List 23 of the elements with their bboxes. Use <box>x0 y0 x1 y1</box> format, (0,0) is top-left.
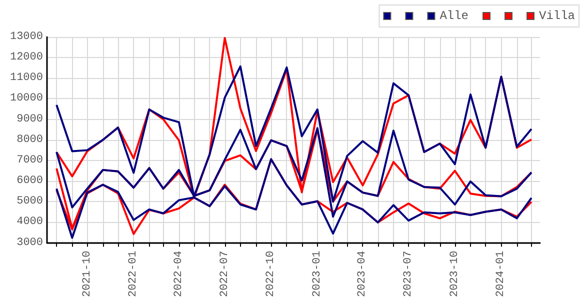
y-tick-label: 8000 <box>16 134 43 146</box>
y-tick-label: 6000 <box>16 175 43 188</box>
x-tick-label: 2022-01 <box>128 250 140 298</box>
y-tick-label: 11000 <box>10 72 43 84</box>
x-tick-label: 2022-07 <box>218 250 231 298</box>
y-tick-label: 7000 <box>16 154 43 166</box>
y-tick-label: 3000 <box>16 236 43 249</box>
x-tick-label: 2023-10 <box>448 250 461 298</box>
x-tick-label: 2024-01 <box>495 250 508 298</box>
y-tick-label: 12000 <box>10 52 43 64</box>
y-tick-label: 10000 <box>10 92 43 105</box>
y-tick-label: 4000 <box>16 216 43 228</box>
x-tick-label: 2021-10 <box>81 250 94 298</box>
x-tick-label: 2023-04 <box>356 250 369 298</box>
y-tick-label: 9000 <box>16 113 43 126</box>
x-tick-label: 2023-07 <box>402 250 415 298</box>
x-tick-label: 2023-01 <box>311 250 324 298</box>
y-tick-label: 5000 <box>16 196 43 208</box>
legend-label: Villa <box>538 9 576 23</box>
y-tick-label: 13000 <box>10 31 43 43</box>
x-tick-label: 2022-10 <box>265 250 278 298</box>
x-tick-label: 2022-04 <box>172 250 185 298</box>
legend-label: Alle <box>440 9 468 23</box>
